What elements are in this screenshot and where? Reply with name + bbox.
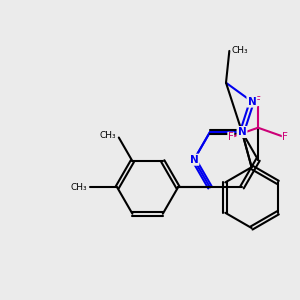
Text: CH₃: CH₃ — [70, 183, 87, 192]
Text: CH₃: CH₃ — [99, 131, 116, 140]
Text: F: F — [228, 132, 234, 142]
Text: N: N — [190, 155, 198, 165]
Text: N: N — [248, 97, 256, 106]
Text: F: F — [282, 132, 288, 142]
Text: F: F — [255, 95, 261, 106]
Text: CH₃: CH₃ — [231, 46, 248, 56]
Text: N: N — [238, 127, 246, 137]
